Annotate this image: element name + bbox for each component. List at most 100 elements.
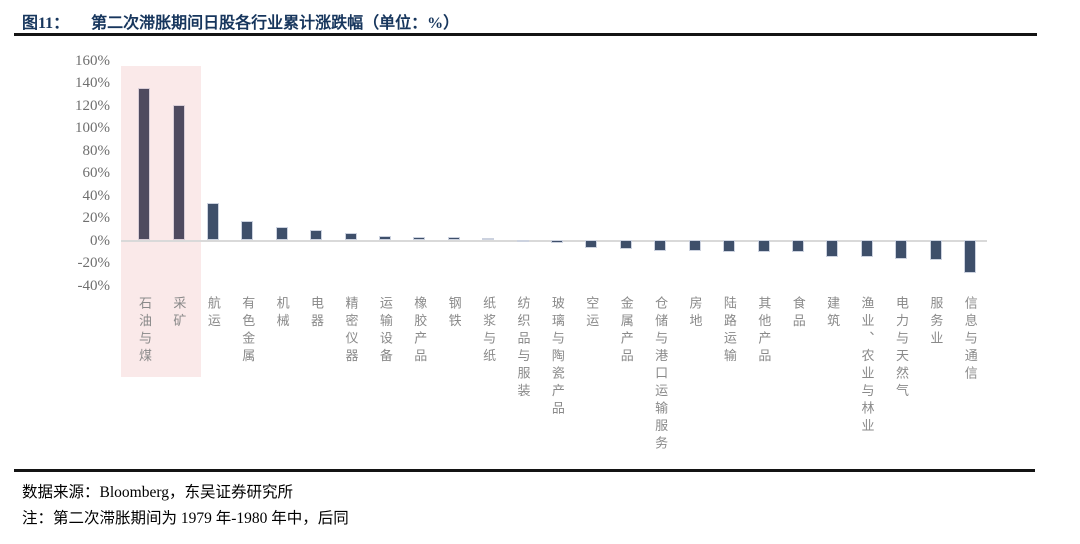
category-label: 精密仪器 — [343, 296, 359, 366]
category-label: 信息与通信 — [962, 296, 978, 384]
category-label-column: 食品 — [781, 296, 815, 454]
category-label-column: 精密仪器 — [333, 296, 367, 454]
category-label-column: 纺织品与服装 — [505, 296, 539, 454]
category-label-column: 渔业、农业与林业 — [850, 296, 884, 454]
category-label: 航运 — [205, 296, 221, 331]
bar — [551, 240, 564, 244]
bar — [344, 233, 357, 240]
bar-chart-plot-area — [127, 60, 987, 286]
bar-column — [437, 60, 471, 286]
category-label-column: 玻璃与陶瓷产品 — [540, 296, 574, 454]
category-label-column: 服务业 — [918, 296, 952, 454]
y-tick-label: 40% — [82, 187, 111, 204]
category-label-column: 房地 — [678, 296, 712, 454]
category-label-column: 钢铁 — [437, 296, 471, 454]
category-label: 空运 — [584, 296, 600, 331]
bar — [516, 240, 529, 242]
category-label-column: 机械 — [265, 296, 299, 454]
bar-column — [505, 60, 539, 286]
y-tick-label: 100% — [75, 120, 110, 136]
category-label-column: 其他产品 — [746, 296, 780, 454]
category-label-column: 纸浆与纸 — [471, 296, 505, 454]
bar-column — [161, 60, 195, 286]
category-axis: 石油与煤 采矿 航运 有色金属 机械 电器 精密仪器 运输设备 橡胶产品 钢铁 纸浆与纸 纺织品与服装… — [127, 296, 987, 454]
category-label-column: 建筑 — [815, 296, 849, 454]
category-label: 仓储与港口运输服务 — [653, 296, 669, 454]
category-label: 有色金属 — [240, 296, 256, 366]
bar-column — [746, 60, 780, 286]
bar-column — [953, 60, 987, 286]
bar-column — [850, 60, 884, 286]
bar-column — [265, 60, 299, 286]
bar — [826, 240, 839, 257]
bar — [654, 240, 667, 251]
y-tick-label: 120% — [75, 97, 110, 114]
bar — [379, 235, 392, 240]
category-label: 机械 — [274, 296, 290, 331]
category-label-column: 金属产品 — [609, 296, 643, 454]
category-label: 服务业 — [928, 296, 944, 349]
category-label: 石油与煤 — [137, 296, 153, 366]
category-label: 运输设备 — [377, 296, 393, 366]
category-label: 建筑 — [825, 296, 841, 331]
category-label: 采矿 — [171, 296, 187, 331]
category-label: 钢铁 — [446, 296, 462, 331]
figure-number-label: 图11： — [22, 15, 70, 32]
bar-column — [127, 60, 161, 286]
category-label-column: 运输设备 — [368, 296, 402, 454]
bar — [791, 240, 804, 253]
bar-column — [471, 60, 505, 286]
category-label-column: 橡胶产品 — [402, 296, 436, 454]
category-label: 食品 — [790, 296, 806, 331]
footnote-text: 注：第二次滞胀期间为 1979 年-1980 年中，后同 — [22, 510, 349, 527]
y-tick-label: 60% — [82, 165, 111, 181]
bar-column — [333, 60, 367, 286]
category-label: 渔业、农业与林业 — [859, 296, 875, 436]
category-label: 电力与天然气 — [893, 296, 909, 401]
bar — [860, 240, 873, 257]
category-label-column: 电器 — [299, 296, 333, 454]
bar-column — [540, 60, 574, 286]
figure-title: 图11： 第二次滞胀期间日股各行业累计涨跌幅（单位：%） — [22, 9, 459, 33]
bar-column — [230, 60, 264, 286]
data-source-text: 数据来源：Bloomberg，东吴证券研究所 — [22, 484, 293, 501]
bar — [241, 220, 254, 240]
category-label: 其他产品 — [756, 296, 772, 366]
category-label: 电器 — [309, 296, 325, 331]
bar-column — [815, 60, 849, 286]
footer-divider-line — [14, 469, 1035, 472]
category-label-column: 仓储与港口运输服务 — [643, 296, 677, 454]
category-label-column: 有色金属 — [230, 296, 264, 454]
bar — [413, 236, 426, 240]
y-axis: 160% 140% 120% 100% 80% 60% 40% 20% 0% -20% -40% — [30, 0, 110, 300]
y-tick-label: 80% — [82, 142, 111, 159]
category-label-column: 电力与天然气 — [884, 296, 918, 454]
bar — [138, 88, 151, 240]
bar — [275, 226, 288, 240]
category-label: 玻璃与陶瓷产品 — [549, 296, 565, 419]
bar — [929, 240, 942, 260]
category-label: 房地 — [687, 296, 703, 331]
category-label-column: 石油与煤 — [127, 296, 161, 454]
bar-column — [712, 60, 746, 286]
category-label-column: 航运 — [196, 296, 230, 454]
title-divider-line — [14, 33, 1037, 36]
category-label-column: 信息与通信 — [953, 296, 987, 454]
bar — [172, 105, 185, 240]
category-label-column: 采矿 — [161, 296, 195, 454]
bar-column — [196, 60, 230, 286]
bar — [619, 240, 632, 249]
category-label: 纸浆与纸 — [481, 296, 497, 366]
bar-column — [781, 60, 815, 286]
bar — [757, 240, 770, 253]
bar — [310, 229, 323, 240]
bar-column — [643, 60, 677, 286]
y-tick-label: 0% — [90, 232, 110, 249]
bar-column — [574, 60, 608, 286]
bar-column — [368, 60, 402, 286]
bar — [585, 240, 598, 248]
bar — [688, 240, 701, 251]
bar-column — [299, 60, 333, 286]
category-label-column: 陆路运输 — [712, 296, 746, 454]
